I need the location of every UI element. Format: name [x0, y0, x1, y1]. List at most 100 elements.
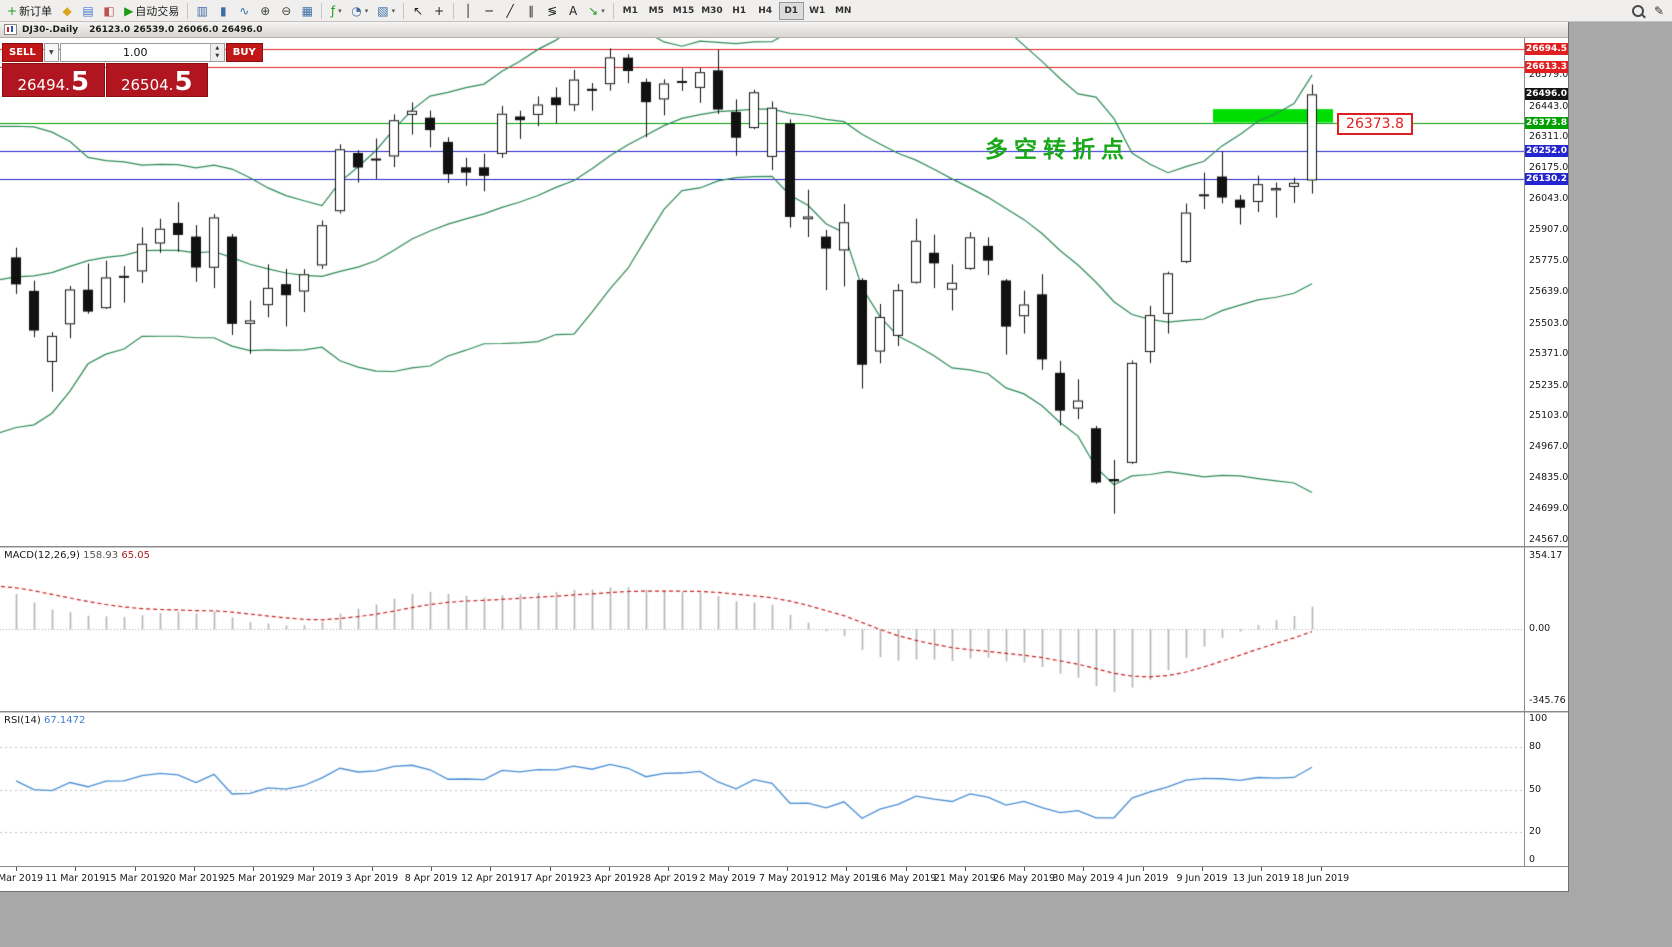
indicators-button[interactable]: ƒ ▾ [326, 2, 346, 20]
date-tick [253, 867, 255, 871]
crosshair-icon: + [434, 3, 445, 18]
date-label: 15 Mar 2019 [104, 873, 165, 884]
macd-canvas[interactable] [0, 548, 1524, 711]
crosshair-button[interactable]: + [429, 2, 449, 20]
cursor-button[interactable]: ↖ [408, 2, 428, 20]
new-order-button-label: 新订单 [19, 4, 53, 18]
zoom-in-button[interactable]: ⊕ [255, 2, 275, 20]
zoom-out-icon: ⊖ [281, 3, 292, 18]
price-tick-label: 26579.0 [1529, 69, 1568, 81]
turning-point-annotation: 多空转折点 [985, 137, 1130, 163]
vertical-line-button[interactable]: │ [458, 2, 478, 20]
market-watch-button[interactable]: ◧ [99, 2, 119, 20]
timeframe-h4-button[interactable]: H4 [753, 2, 778, 20]
profiles-icon: ▤ [82, 3, 94, 18]
periods-button[interactable]: ◔ ▾ [347, 2, 372, 20]
buy-button[interactable]: BUY [225, 43, 263, 62]
timeframe-w1-button[interactable]: W1 [805, 2, 830, 20]
price-tick-label: 25371.0 [1529, 348, 1568, 360]
date-tick [1142, 867, 1144, 871]
date-label: 26 May 2019 [993, 873, 1056, 884]
date-tick [1261, 867, 1263, 871]
rsi-name: RSI(14) [4, 715, 41, 726]
date-label: 2 May 2019 [699, 873, 756, 884]
date-tick [431, 867, 433, 871]
line-chart-button[interactable]: ∿ [234, 2, 254, 20]
price-tag-support-low: 26130.2 [1525, 172, 1568, 185]
timeframe-m15-button[interactable]: M15 [670, 2, 697, 20]
sell-button[interactable]: SELL [2, 43, 43, 62]
sell-price-main: 26494. [17, 76, 70, 94]
price-tag-resistance: 26613.3 [1525, 61, 1568, 74]
search-icon [1632, 4, 1644, 17]
profiles-button[interactable]: ▤ [78, 2, 98, 20]
timeframe-h1-button[interactable]: H1 [727, 2, 752, 20]
date-label: 9 Jun 2019 [1176, 873, 1228, 884]
timeframe-m1-button[interactable]: M1 [618, 2, 643, 20]
chart-titlebar[interactable]: DJ30-.Daily 26123.0 26539.0 26066.0 2649… [0, 22, 1568, 38]
chart-body: 26579.0 26443.0 26311.0 26175.0 26043.0 25907… [0, 38, 1568, 890]
channel-button[interactable]: ∥ [521, 2, 541, 20]
timeframe-mn-button[interactable]: MN [831, 2, 856, 20]
volume-input[interactable] [60, 44, 210, 61]
date-label: 30 May 2019 [1052, 873, 1115, 884]
chevron-down-icon: ▾ [364, 6, 369, 15]
new-order-button[interactable]: + 新订单 [3, 2, 56, 20]
volume-up-button[interactable]: ▲ [210, 44, 224, 53]
timeframe-m5-button[interactable]: M5 [644, 2, 669, 20]
one-click-trading-panel: SELL ▼ ▲ ▼ BUY 26494. [2, 43, 263, 97]
date-label: 16 May 2019 [874, 873, 937, 884]
buy-price-pip: 5 [174, 67, 193, 97]
date-label: 28 Apr 2019 [638, 873, 698, 884]
templates-icon: ▧ [377, 3, 389, 18]
sell-price-button[interactable]: 26494. 5 [2, 63, 105, 97]
candlestick-chart-button[interactable]: ▮ [213, 2, 233, 20]
date-tick [549, 867, 551, 871]
text-button[interactable]: A [563, 2, 583, 20]
chart-window: DJ30-.Daily 26123.0 26539.0 26066.0 2649… [0, 22, 1569, 892]
trendline-button[interactable]: ╱ [500, 2, 520, 20]
autotrading-button[interactable]: ▶ 自动交易 [120, 2, 183, 20]
chevron-down-icon: ▾ [601, 6, 605, 15]
macd-value-signal: 65.05 [121, 550, 150, 561]
fibonacci-button[interactable]: ≶ [542, 2, 562, 20]
candlestick-chart-icon: ▮ [219, 3, 227, 18]
date-label: 12 May 2019 [815, 873, 878, 884]
zoom-out-button[interactable]: ⊖ [276, 2, 296, 20]
bar-chart-icon: ▥ [196, 3, 208, 18]
rsi-canvas[interactable] [0, 713, 1524, 866]
date-tick [905, 867, 907, 871]
rsi-axis-label: 0 [1529, 854, 1536, 865]
indicators-icon: ƒ [330, 3, 336, 18]
macd-value-main: 158.93 [83, 550, 119, 561]
bar-chart-button[interactable]: ▥ [192, 2, 212, 20]
volume-input-wrap: ▲ ▼ [59, 43, 225, 62]
edit-button[interactable]: ✎ [1649, 2, 1669, 20]
date-tick [75, 867, 77, 871]
edit-icon: ✎ [1653, 3, 1665, 18]
main-chart-canvas[interactable] [0, 38, 1524, 546]
timeframe-d1-button[interactable]: D1 [778, 1, 804, 20]
date-tick [727, 867, 729, 871]
buy-price-button[interactable]: 26504. 5 [105, 63, 208, 97]
price-axis-line [1524, 38, 1525, 866]
timeframe-m30-button[interactable]: M30 [698, 2, 725, 20]
panel-separator-rsi[interactable] [0, 711, 1568, 713]
panel-separator-macd[interactable] [0, 546, 1568, 548]
metaquotes-icon-button[interactable]: ◆ [57, 2, 77, 20]
arrows-button[interactable]: ↘ ▾ [584, 2, 609, 20]
tile-windows-button[interactable]: ▦ [297, 2, 317, 20]
trendline-icon: ╱ [506, 3, 514, 18]
rsi-value: 67.1472 [43, 715, 86, 726]
search-button[interactable] [1628, 2, 1648, 20]
rsi-axis-label: 20 [1529, 825, 1542, 837]
price-axis[interactable]: 26579.0 26443.0 26311.0 26175.0 26043.0 25907… [1525, 38, 1568, 866]
horizontal-line-button[interactable]: ─ [479, 2, 499, 20]
order-options-dropdown[interactable]: ▼ [43, 43, 59, 62]
volume-down-button[interactable]: ▼ [210, 52, 224, 61]
macd-label: MACD(12,26,9) 158.93 65.05 [4, 550, 150, 561]
price-tick-label: 24567.0 [1529, 533, 1568, 545]
templates-button[interactable]: ▧ ▾ [373, 2, 399, 20]
price-flag-label[interactable]: 26373.8 [1337, 113, 1413, 135]
